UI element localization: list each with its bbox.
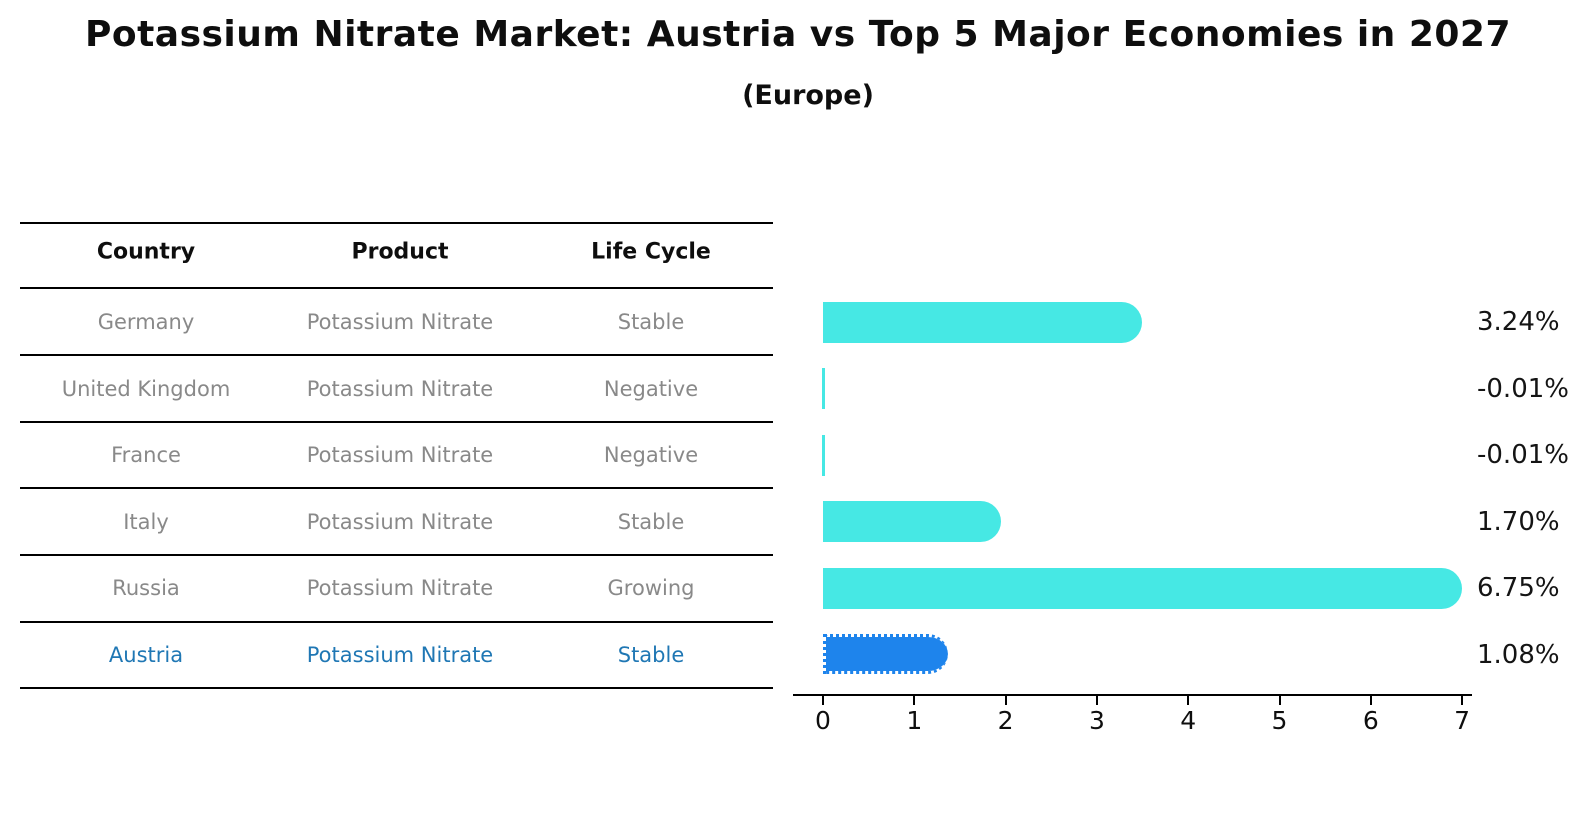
table-row-separator [20,487,773,490]
bar-austria [823,634,948,674]
x-axis-tick [1369,696,1372,705]
x-axis-tick-label: 7 [1454,706,1471,735]
x-axis-tick-label: 0 [815,706,831,735]
bar-value-label: -0.01% [1477,440,1569,470]
table-cell-country: United Kingdom [61,376,231,401]
table-cell-country: Russia [112,576,180,600]
x-axis-tick [1278,696,1281,705]
x-axis-tick-label: 2 [997,706,1014,735]
bar-france [822,434,825,476]
table-cell-country: Germany [97,310,195,334]
x-axis-tick-label: 1 [906,706,923,735]
bar-italy [823,501,1001,542]
table-cell-product: Potassium Nitrate [306,642,494,667]
x-axis-tick-label: 3 [1088,706,1105,735]
table-cell-lifecycle: Stable [617,642,685,667]
column-header-product: Product [351,239,449,265]
column-header-lifecycle: Life Cycle [591,239,711,265]
bar-value-label: 6.75% [1477,573,1560,603]
bar-value-label: -0.01% [1477,373,1569,404]
table-cell-product: Potassium Nitrate [306,576,494,600]
table-cell-product: Potassium Nitrate [306,509,494,534]
table-row-separator [20,354,773,357]
table-header-border [20,287,773,289]
x-axis-tick [1461,696,1464,705]
table-bottom-border [20,687,773,690]
x-axis-tick [1004,696,1007,705]
table-cell-lifecycle: Stable [617,310,685,334]
table-cell-product: Potassium Nitrate [306,310,494,334]
table-cell-product: Potassium Nitrate [306,376,494,401]
bar-united-kingdom [822,368,825,409]
x-axis-tick-label: 5 [1271,706,1288,735]
bar-value-label: 3.24% [1477,307,1560,337]
bar-germany [823,301,1142,343]
table-cell-country: Italy [123,509,169,534]
table-top-border [20,222,773,224]
table-cell-lifecycle: Stable [617,509,685,534]
chart-subtitle: (Europe) [742,80,874,111]
table-row-separator [20,554,773,556]
table-row-separator [20,620,773,623]
table-cell-lifecycle: Growing [607,576,695,600]
x-axis-tick-label: 6 [1362,706,1379,735]
table-cell-lifecycle: Negative [603,443,699,467]
table-cell-country: France [111,443,181,467]
table-cell-product: Potassium Nitrate [306,443,494,467]
bar-russia [823,567,1462,609]
x-axis-tick [913,696,916,705]
x-axis-tick-label: 4 [1180,706,1197,735]
bar-value-label: 1.70% [1477,506,1560,537]
x-axis-tick [822,696,824,705]
bar-value-label: 1.08% [1477,639,1560,670]
x-axis-line [793,694,1472,696]
x-axis-tick [1095,696,1098,705]
x-axis-tick [1187,696,1190,705]
table-row-separator [20,420,773,423]
column-header-country: Country [96,239,196,265]
chart-title: Potassium Nitrate Market: Austria vs Top… [84,14,1512,55]
table-cell-lifecycle: Negative [603,376,699,401]
table-cell-country: Austria [108,642,184,667]
